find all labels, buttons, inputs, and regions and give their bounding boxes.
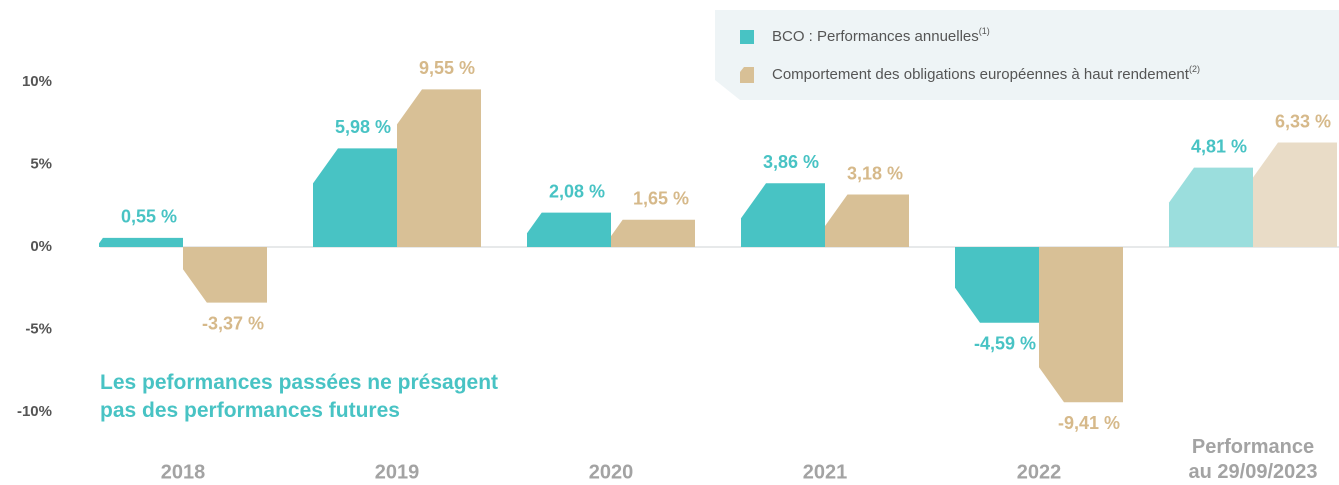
x-tick-label: Performance au 29/09/2023 bbox=[1189, 436, 1318, 483]
value-label: 1,65 % bbox=[633, 189, 689, 209]
legend-note: (2) bbox=[1189, 64, 1200, 74]
bar bbox=[527, 212, 611, 247]
legend-swatch bbox=[740, 30, 754, 44]
y-tick-label: 5% bbox=[30, 155, 52, 172]
bar bbox=[99, 237, 183, 247]
bar bbox=[1253, 142, 1337, 247]
value-label: 0,55 % bbox=[121, 207, 177, 227]
value-label: 5,98 % bbox=[335, 117, 391, 137]
x-tick-label: 2018 bbox=[161, 461, 206, 483]
bar bbox=[183, 247, 267, 303]
y-tick-label: 10% bbox=[22, 73, 52, 90]
annotation-line: Les peformances passées ne présagent bbox=[100, 371, 498, 394]
y-tick-label: -10% bbox=[17, 403, 52, 420]
x-tick-line: au 29/09/2023 bbox=[1189, 461, 1318, 483]
x-tick-label: 2019 bbox=[375, 461, 420, 483]
annotation: Les peformances passées ne présagent pas … bbox=[100, 371, 498, 422]
annotation-line: pas des performances futures bbox=[100, 399, 400, 422]
value-label: 4,81 % bbox=[1191, 136, 1247, 156]
value-label: -4,59 % bbox=[974, 333, 1036, 353]
bar bbox=[1169, 167, 1253, 247]
y-tick-label: 0% bbox=[30, 238, 52, 255]
x-tick-label: 2020 bbox=[589, 461, 634, 483]
value-label: 3,86 % bbox=[763, 152, 819, 172]
legend-background bbox=[715, 10, 1339, 100]
value-label: -9,41 % bbox=[1058, 413, 1120, 433]
x-tick-label: 2022 bbox=[1017, 461, 1062, 483]
legend-swatch bbox=[740, 67, 754, 83]
legend-name: BCO : Performances annuelles bbox=[772, 28, 979, 45]
bar bbox=[313, 148, 397, 247]
legend-note: (1) bbox=[979, 26, 990, 36]
legend-name: Comportement des obligations européennes… bbox=[772, 66, 1190, 83]
value-label: 2,08 % bbox=[549, 181, 605, 201]
legend-label: BCO : Performances annuelles(1) bbox=[772, 26, 990, 45]
value-label: -3,37 % bbox=[202, 313, 264, 333]
bar bbox=[611, 219, 695, 247]
bar bbox=[741, 183, 825, 247]
value-label: 9,55 % bbox=[419, 58, 475, 78]
value-label: 3,18 % bbox=[847, 163, 903, 183]
x-tick-label: 2021 bbox=[803, 461, 848, 483]
x-tick-line: Performance bbox=[1192, 436, 1314, 458]
bar bbox=[1039, 247, 1123, 403]
bar bbox=[397, 89, 481, 247]
value-label: 6,33 % bbox=[1275, 111, 1331, 131]
y-tick-label: -5% bbox=[25, 320, 52, 337]
bar bbox=[955, 247, 1039, 323]
legend-label: Comportement des obligations européennes… bbox=[772, 64, 1200, 83]
bar bbox=[825, 194, 909, 247]
